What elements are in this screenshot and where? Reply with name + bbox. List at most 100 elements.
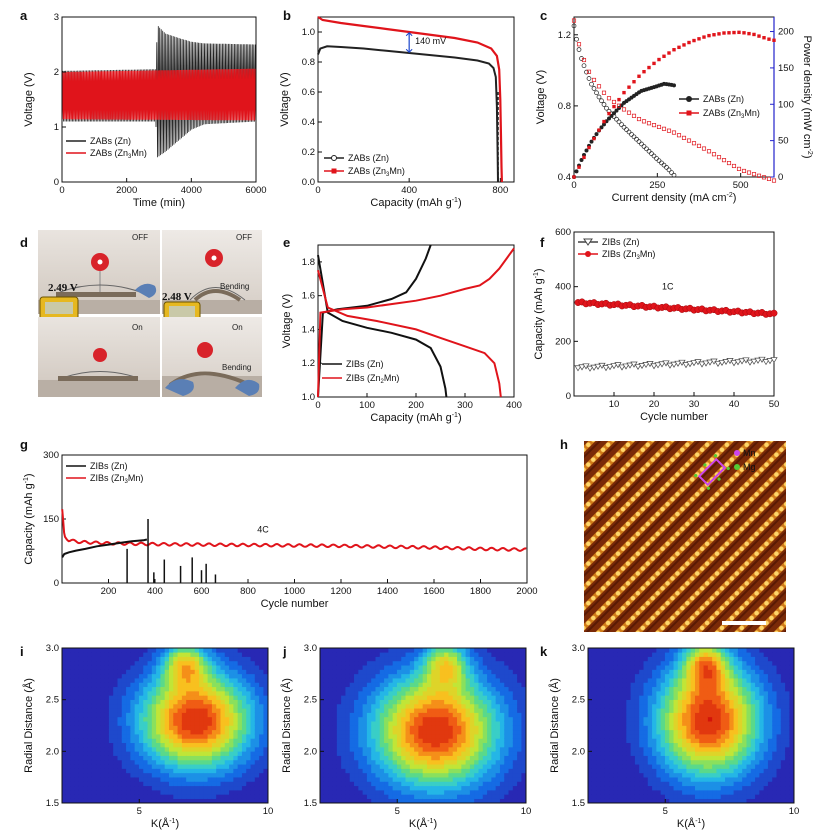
heatmap-cell — [186, 703, 192, 709]
heatmap-cell — [600, 751, 606, 756]
heatmap-cell — [220, 703, 226, 709]
heatmap-cell — [87, 664, 93, 670]
heatmap-cell — [392, 738, 398, 744]
heatmap-cell — [499, 742, 505, 748]
legend-b-zn-label: ZABs (Zn) — [348, 153, 389, 163]
heatmap-cell — [512, 660, 518, 666]
heatmap-cell — [587, 707, 593, 713]
heatmap-cell — [345, 772, 351, 778]
heatmap-cell — [199, 785, 204, 791]
heatmap-cell — [147, 712, 153, 718]
heatmap-cell — [349, 695, 355, 700]
heatmap-cell — [379, 699, 385, 705]
heatmap-cell — [113, 707, 119, 713]
heatmap-cell — [617, 686, 623, 692]
heatmap-cell — [521, 686, 527, 692]
heatmap-cell — [341, 703, 347, 709]
panel-label-g: g — [20, 437, 28, 452]
heatmap-cell — [643, 712, 649, 718]
heatmap-cell — [336, 716, 342, 722]
heatmap-cell — [384, 699, 389, 705]
heatmap-cell — [630, 794, 636, 799]
heatmap-cell — [652, 703, 657, 709]
heatmap-cell — [358, 751, 364, 756]
heatmap-cell — [669, 669, 675, 675]
heatmap-cell — [461, 768, 467, 774]
heatmap-cell — [409, 725, 415, 731]
heatmap-cell — [74, 660, 80, 666]
heatmap-cell — [328, 763, 334, 769]
heatmap-cell — [371, 759, 377, 765]
heatmap-cell — [100, 669, 106, 675]
heatmap-cell — [78, 720, 84, 726]
heatmap-cell — [241, 776, 247, 782]
heatmap-cell — [465, 716, 471, 722]
heatmap-cell — [630, 695, 636, 700]
heatmap-cell — [686, 686, 692, 692]
heatmap-cell — [673, 647, 679, 653]
heatmap-cell — [263, 673, 269, 679]
heatmap-cell — [617, 720, 623, 726]
heatmap-cell — [656, 664, 662, 670]
heatmap-cell — [104, 725, 110, 731]
heatmap-cell — [521, 656, 527, 662]
heatmap-cell — [512, 742, 518, 748]
heatmap-cell — [366, 716, 372, 722]
heatmap-cell — [160, 729, 166, 735]
heatmap-cell — [375, 682, 381, 688]
heatmap-cell — [100, 647, 106, 653]
heatmap-cell — [491, 733, 497, 739]
heatmap-cell — [341, 695, 347, 700]
rate-annotation-g: 4C — [257, 525, 269, 535]
heatmap-cell — [328, 699, 334, 705]
heatmap-cell — [121, 733, 127, 739]
heatmap-cell — [194, 733, 200, 739]
heatmap-cell — [254, 664, 260, 670]
heatmap-cell — [499, 652, 505, 657]
heatmap-cell — [457, 647, 462, 653]
heatmap-cell — [457, 669, 462, 675]
heatmap-cell — [448, 712, 454, 718]
heatmap-cell — [186, 686, 192, 692]
heatmap-cell — [70, 716, 76, 722]
heatmap-cell — [177, 759, 183, 765]
heatmap-cell — [216, 794, 222, 799]
y-tick-label: 0 — [54, 177, 59, 188]
heatmap-cell — [613, 794, 619, 799]
heatmap-cell — [181, 738, 187, 744]
x-tick-label: 1600 — [423, 586, 444, 597]
heatmap-cell — [656, 725, 662, 731]
heatmap-cell — [241, 716, 247, 722]
heatmap-cell — [83, 776, 89, 782]
heatmap-cell — [113, 738, 119, 744]
heatmap-cell — [254, 656, 260, 662]
heatmap-cell — [677, 677, 683, 683]
heatmap-cell — [604, 669, 610, 675]
heatmap-cell — [643, 660, 649, 666]
heatmap-cell — [613, 716, 619, 722]
heatmap-cell — [100, 781, 106, 787]
heatmap-cell — [457, 781, 462, 787]
heatmap-cell — [690, 785, 696, 791]
heatmap-cell — [366, 794, 372, 799]
heatmap-cell — [630, 690, 636, 696]
heatmap-cell — [596, 669, 602, 675]
heatmap-cell — [96, 768, 101, 774]
heatmap-cell — [168, 798, 174, 804]
heatmap-cell — [354, 772, 359, 778]
series-f-zn-point — [650, 363, 658, 370]
heatmap-cell — [431, 746, 437, 752]
heatmap-cell — [465, 690, 471, 696]
heatmap-cell — [600, 789, 606, 795]
heatmap-cell — [354, 703, 359, 709]
heatmap-cell — [478, 738, 484, 744]
heatmap-cell — [690, 742, 696, 748]
heatmap-cell — [379, 781, 385, 787]
x-tick-label: 0 — [571, 180, 576, 191]
heatmap-cell — [517, 772, 523, 778]
heatmap-cell — [164, 725, 170, 731]
heatmap-cell — [181, 746, 187, 752]
series-zn3mn-a — [62, 68, 256, 121]
heatmap-cell — [147, 699, 153, 705]
heatmap-cell — [426, 716, 432, 722]
